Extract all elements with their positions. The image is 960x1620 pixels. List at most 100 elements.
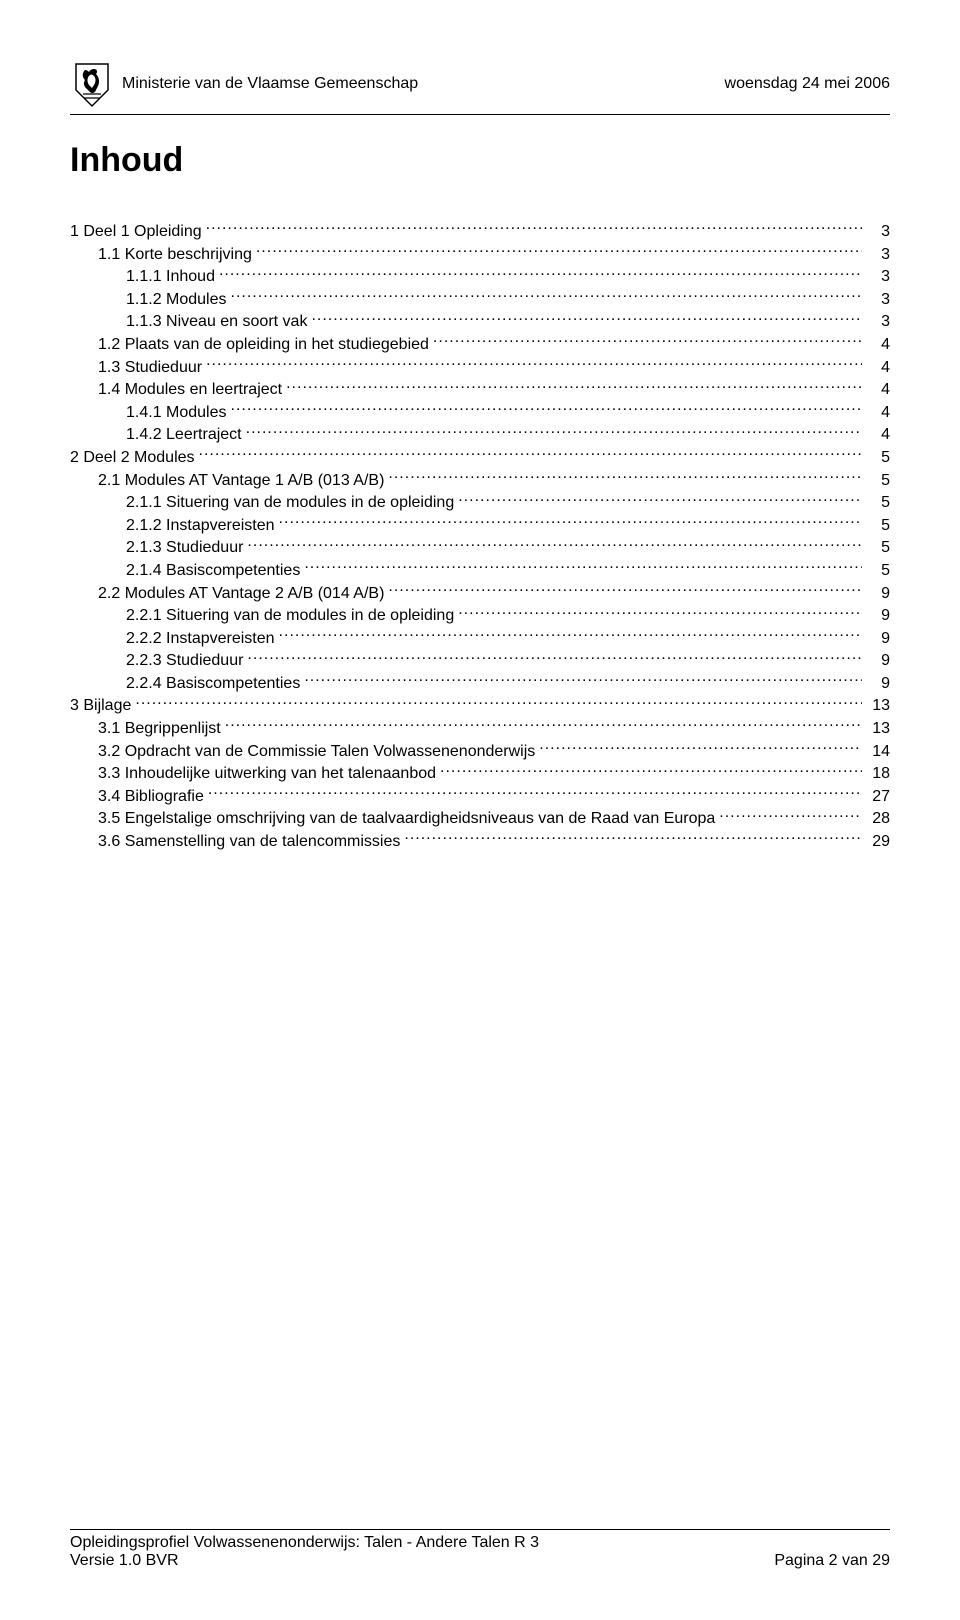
toc-leader-dots — [225, 717, 862, 733]
toc-leader-dots — [304, 672, 862, 688]
page-footer: Opleidingsprofiel Volwassenenonderwijs: … — [70, 1529, 890, 1570]
toc-entry-label: 2.1.4 Basiscompetenties — [126, 560, 300, 582]
toc-entry: 1.1.1 Inhoud3 — [70, 265, 890, 288]
footer-page-number: Pagina 2 van 29 — [774, 1552, 890, 1570]
toc-entry-page: 9 — [866, 650, 890, 672]
toc-entry-label: 3.1 Begrippenlijst — [98, 718, 221, 740]
toc-entry-page: 13 — [866, 718, 890, 740]
toc-leader-dots — [247, 536, 862, 552]
toc-entry: 1.2 Plaats van de opleiding in het studi… — [70, 333, 890, 356]
toc-entry: 2 Deel 2 Modules 5 — [70, 446, 890, 469]
toc-leader-dots — [208, 785, 862, 801]
toc-entry: 3.2 Opdracht van de Commissie Talen Volw… — [70, 740, 890, 763]
flemish-lion-logo — [70, 60, 114, 108]
toc-leader-dots — [135, 694, 862, 710]
toc-entry-label: 1.4 Modules en leertraject — [98, 379, 282, 401]
toc-entry-page: 5 — [866, 470, 890, 492]
toc-entry-page: 4 — [866, 424, 890, 446]
toc-leader-dots — [231, 288, 862, 304]
toc-entry-label: 1.1.3 Niveau en soort vak — [126, 311, 307, 333]
page-header: Ministerie van de Vlaamse Gemeenschap wo… — [70, 60, 890, 108]
toc-entry: 2.1.3 Studieduur 5 — [70, 536, 890, 559]
toc-leader-dots — [286, 378, 862, 394]
toc-leader-dots — [219, 265, 862, 281]
toc-leader-dots — [388, 582, 862, 598]
toc-leader-dots — [458, 604, 862, 620]
toc-entry-page: 9 — [866, 605, 890, 627]
toc-leader-dots — [206, 220, 862, 236]
toc-entry: 2.2 Modules AT Vantage 2 A/B (014 A/B)9 — [70, 582, 890, 605]
toc-entry-label: 2.2.1 Situering van de modules in de opl… — [126, 605, 454, 627]
toc-entry: 1.1.2 Modules 3 — [70, 288, 890, 311]
toc-leader-dots — [279, 514, 862, 530]
toc-entry-page: 5 — [866, 515, 890, 537]
footer-rule — [70, 1529, 890, 1530]
toc-entry: 1.4.2 Leertraject4 — [70, 423, 890, 446]
toc-entry-page: 3 — [866, 266, 890, 288]
toc-leader-dots — [246, 423, 862, 439]
toc-entry-page: 5 — [866, 560, 890, 582]
toc-entry-label: 2.1.1 Situering van de modules in de opl… — [126, 492, 454, 514]
toc-entry-page: 13 — [866, 695, 890, 717]
toc-entry: 2.2.4 Basiscompetenties 9 — [70, 672, 890, 695]
toc-leader-dots — [539, 740, 862, 756]
toc-entry-label: 2.1.2 Instapvereisten — [126, 515, 275, 537]
toc-entry-label: 3 Bijlage — [70, 695, 131, 717]
toc-entry-label: 3.4 Bibliografie — [98, 786, 204, 808]
toc-leader-dots — [458, 491, 862, 507]
toc-entry-label: 2.1.3 Studieduur — [126, 537, 243, 559]
toc-entry-page: 4 — [866, 402, 890, 424]
page-title: Inhoud — [70, 141, 890, 180]
toc-entry: 3.1 Begrippenlijst 13 — [70, 717, 890, 740]
toc-entry: 3.6 Samenstelling van de talencommissies… — [70, 830, 890, 853]
ministry-name: Ministerie van de Vlaamse Gemeenschap — [122, 75, 418, 93]
toc-entry: 2.2.2 Instapvereisten9 — [70, 627, 890, 650]
toc-entry-label: 2.2.3 Studieduur — [126, 650, 243, 672]
toc-entry-page: 9 — [866, 583, 890, 605]
toc-entry-page: 27 — [866, 786, 890, 808]
toc-entry-label: 1.4.1 Modules — [126, 402, 227, 424]
toc-entry: 2.1 Modules AT Vantage 1 A/B (013 A/B)5 — [70, 469, 890, 492]
toc-entry: 2.1.2 Instapvereisten 5 — [70, 514, 890, 537]
toc-entry-page: 5 — [866, 537, 890, 559]
toc-entry: 3.4 Bibliografie 27 — [70, 785, 890, 808]
toc-entry-label: 2.2.4 Basiscompetenties — [126, 673, 300, 695]
toc-leader-dots — [311, 310, 862, 326]
toc-leader-dots — [206, 356, 862, 372]
toc-entry-page: 9 — [866, 673, 890, 695]
toc-entry-page: 3 — [866, 311, 890, 333]
toc-entry-label: 1.3 Studieduur — [98, 357, 202, 379]
toc-entry-label: 1.1 Korte beschrijving — [98, 244, 252, 266]
toc-leader-dots — [388, 469, 862, 485]
toc-entry-page: 28 — [866, 808, 890, 830]
toc-entry-page: 9 — [866, 628, 890, 650]
toc-entry-page: 18 — [866, 763, 890, 785]
toc-entry-label: 2 Deel 2 Modules — [70, 447, 195, 469]
toc-entry: 1.1 Korte beschrijving 3 — [70, 243, 890, 266]
header-date: woensdag 24 mei 2006 — [725, 75, 890, 93]
toc-entry-label: 1.1.2 Modules — [126, 289, 227, 311]
toc-leader-dots — [433, 333, 862, 349]
toc-leader-dots — [719, 807, 862, 823]
toc-entry-page: 4 — [866, 379, 890, 401]
toc-entry: 1.4.1 Modules 4 — [70, 401, 890, 424]
footer-line2: Versie 1.0 BVR Pagina 2 van 29 — [70, 1552, 890, 1570]
toc-entry-page: 5 — [866, 447, 890, 469]
toc-entry-label: 3.6 Samenstelling van de talencommissies — [98, 831, 400, 853]
toc-entry: 2.2.3 Studieduur 9 — [70, 649, 890, 672]
toc-leader-dots — [231, 401, 862, 417]
document-page: Ministerie van de Vlaamse Gemeenschap wo… — [0, 0, 960, 1620]
toc-entry-page: 4 — [866, 357, 890, 379]
toc-entry-page: 3 — [866, 221, 890, 243]
toc-entry-label: 1.2 Plaats van de opleiding in het studi… — [98, 334, 429, 356]
footer-line1: Opleidingsprofiel Volwassenenonderwijs: … — [70, 1534, 890, 1552]
footer-version: Versie 1.0 BVR — [70, 1552, 179, 1570]
toc-leader-dots — [279, 627, 862, 643]
toc-entry: 2.2.1 Situering van de modules in de opl… — [70, 604, 890, 627]
toc-entry: 3.5 Engelstalige omschrijving van de taa… — [70, 807, 890, 830]
toc-entry: 1 Deel 1 Opleiding3 — [70, 220, 890, 243]
toc-entry-label: 3.3 Inhoudelijke uitwerking van het tale… — [98, 763, 436, 785]
toc-entry-page: 3 — [866, 289, 890, 311]
toc-entry-page: 3 — [866, 244, 890, 266]
toc-entry-label: 3.2 Opdracht van de Commissie Talen Volw… — [98, 741, 535, 763]
